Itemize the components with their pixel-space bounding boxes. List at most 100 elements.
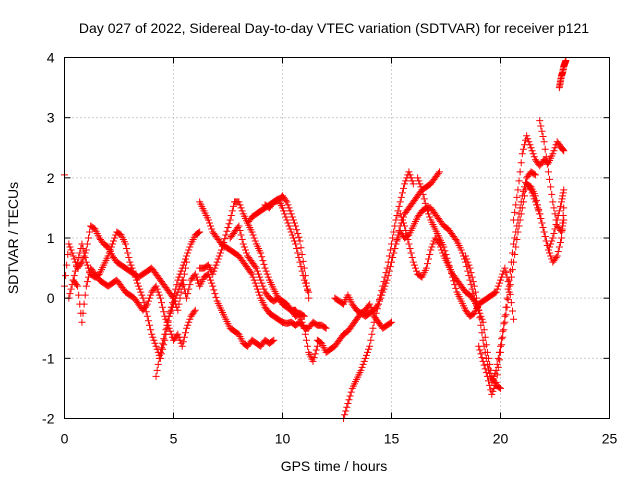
data-point bbox=[310, 354, 318, 362]
data-point bbox=[296, 312, 304, 320]
data-point bbox=[210, 267, 218, 275]
data-point bbox=[518, 150, 526, 158]
data-point bbox=[80, 249, 88, 257]
data-point bbox=[450, 277, 458, 285]
data-point bbox=[84, 273, 92, 281]
data-point bbox=[441, 247, 449, 255]
data-point bbox=[72, 263, 80, 271]
data-point bbox=[498, 335, 506, 343]
data-point bbox=[479, 357, 487, 365]
data-point bbox=[294, 249, 302, 257]
data-point bbox=[495, 356, 503, 364]
data-point bbox=[78, 240, 86, 248]
data-point bbox=[493, 371, 501, 379]
data-point bbox=[293, 226, 301, 234]
data-point bbox=[221, 235, 229, 243]
data-point bbox=[300, 276, 308, 284]
data-point bbox=[166, 327, 174, 335]
data-point bbox=[286, 207, 294, 215]
data-point bbox=[290, 237, 298, 245]
data-point bbox=[370, 318, 378, 326]
data-point bbox=[477, 321, 485, 329]
data-point bbox=[185, 246, 193, 254]
data-point bbox=[388, 318, 395, 326]
data-point bbox=[549, 234, 557, 242]
data-point bbox=[152, 342, 160, 350]
data-point bbox=[177, 267, 185, 275]
data-point bbox=[409, 258, 417, 266]
series-s21 bbox=[555, 57, 570, 92]
data-point bbox=[550, 147, 558, 155]
data-point bbox=[555, 243, 563, 251]
data-point bbox=[452, 236, 460, 244]
x-tick-label: 0 bbox=[61, 431, 69, 447]
data-point bbox=[371, 314, 379, 322]
data-point bbox=[510, 315, 518, 323]
data-point bbox=[298, 318, 306, 326]
data-point bbox=[156, 348, 164, 356]
data-point bbox=[372, 309, 380, 317]
x-axis-label: GPS time / hours bbox=[281, 458, 388, 474]
series-s11 bbox=[331, 168, 417, 320]
data-point bbox=[302, 282, 310, 290]
data-point bbox=[192, 273, 200, 281]
data-point bbox=[79, 245, 87, 253]
data-point bbox=[257, 249, 265, 257]
data-point bbox=[555, 207, 563, 215]
data-point bbox=[560, 216, 568, 224]
data-point bbox=[559, 145, 567, 153]
data-point bbox=[183, 252, 191, 260]
data-point bbox=[392, 216, 400, 224]
data-point bbox=[281, 210, 289, 218]
data-point bbox=[541, 232, 549, 240]
data-point bbox=[138, 291, 146, 299]
data-point bbox=[343, 403, 351, 411]
data-point bbox=[539, 132, 547, 140]
data-point bbox=[295, 311, 303, 319]
data-point bbox=[558, 198, 566, 206]
data-point bbox=[559, 211, 567, 219]
data-point bbox=[547, 252, 555, 260]
data-point bbox=[458, 249, 466, 257]
y-tick-label: 3 bbox=[47, 110, 55, 126]
data-point bbox=[402, 177, 410, 185]
data-point bbox=[476, 346, 484, 354]
data-point bbox=[105, 249, 113, 257]
data-point bbox=[256, 273, 264, 281]
series-s18 bbox=[510, 132, 568, 224]
data-point bbox=[556, 226, 564, 234]
axis-ticks: 0 5 10 15 20 25 -2 -1 0 1 2 3 4 bbox=[42, 50, 617, 447]
data-point bbox=[497, 276, 504, 284]
data-point bbox=[492, 378, 500, 386]
data-point bbox=[312, 346, 320, 354]
data-point bbox=[516, 216, 524, 224]
data-point bbox=[220, 239, 228, 247]
data-point bbox=[536, 210, 544, 218]
data-point bbox=[418, 186, 426, 194]
data-point bbox=[475, 306, 483, 314]
data-point bbox=[238, 207, 246, 215]
data-point bbox=[457, 246, 465, 254]
data-point bbox=[411, 264, 419, 272]
data-point bbox=[512, 243, 520, 251]
data-point bbox=[389, 254, 397, 262]
data-point bbox=[235, 198, 243, 206]
data-point bbox=[440, 243, 448, 251]
data-point bbox=[549, 150, 557, 158]
data-point bbox=[256, 291, 264, 299]
data-point bbox=[302, 336, 310, 344]
data-point bbox=[401, 222, 409, 230]
data-point bbox=[139, 294, 147, 302]
data-point bbox=[546, 249, 554, 257]
data-point bbox=[515, 222, 523, 230]
data-point bbox=[508, 266, 516, 274]
data-point bbox=[407, 249, 415, 257]
data-point bbox=[497, 384, 504, 392]
data-point bbox=[489, 387, 497, 395]
data-point bbox=[174, 330, 182, 338]
data-point bbox=[529, 150, 537, 158]
data-point bbox=[247, 269, 255, 277]
data-point bbox=[147, 326, 155, 334]
series-s7 bbox=[226, 222, 321, 365]
data-point bbox=[159, 339, 167, 347]
